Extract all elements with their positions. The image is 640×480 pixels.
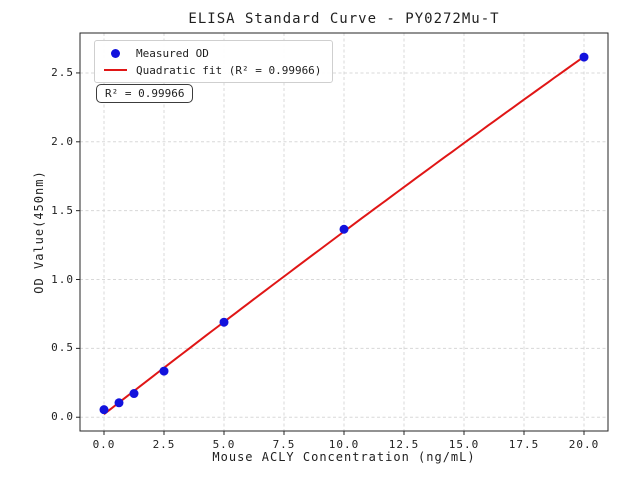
chart-title: ELISA Standard Curve - PY0272Mu-T xyxy=(188,11,500,27)
legend-label-measured-od: Measured OD xyxy=(136,46,209,60)
x-tick-label: 15.0 xyxy=(448,438,480,451)
data-point xyxy=(339,224,349,234)
fit-line-icon xyxy=(104,69,127,71)
x-tick-label: 17.5 xyxy=(508,438,540,451)
x-tick-label: 2.5 xyxy=(152,438,176,451)
y-tick-label: 2.5 xyxy=(51,65,74,79)
legend-label-quadratic-fit: Quadratic fit (R² = 0.99966) xyxy=(136,63,322,77)
tick-marks xyxy=(76,72,585,435)
x-tick-label: 20.0 xyxy=(568,438,600,451)
data-point xyxy=(99,405,109,415)
y-tick-label: 1.5 xyxy=(51,203,74,217)
scatter-points xyxy=(99,52,589,415)
x-tick-label: 5.0 xyxy=(212,438,236,451)
y-tick-label: 1.0 xyxy=(51,272,74,286)
x-tick-label: 12.5 xyxy=(388,438,420,451)
x-tick-label: 0.0 xyxy=(92,438,116,451)
data-point xyxy=(114,398,124,408)
data-point xyxy=(159,366,169,376)
x-axis-label: Mouse ACLY Concentration (ng/mL) xyxy=(212,450,476,464)
r-squared-annotation: R² = 0.99966 xyxy=(96,84,194,103)
data-point xyxy=(579,52,589,62)
legend-item-measured-od: Measured OD xyxy=(104,46,321,60)
x-tick-label: 7.5 xyxy=(272,438,296,451)
x-tick-label: 10.0 xyxy=(328,438,360,451)
y-tick-label: 2.0 xyxy=(51,134,74,148)
y-tick-label: 0.5 xyxy=(51,341,74,355)
data-point xyxy=(219,317,229,327)
data-point xyxy=(129,389,139,399)
legend-item-quadratic-fit: Quadratic fit (R² = 0.99966) xyxy=(104,63,321,77)
y-tick-label: 0.0 xyxy=(51,410,74,424)
scatter-marker-icon xyxy=(111,48,120,58)
legend: Measured OD Quadratic fit (R² = 0.99966) xyxy=(94,40,334,83)
